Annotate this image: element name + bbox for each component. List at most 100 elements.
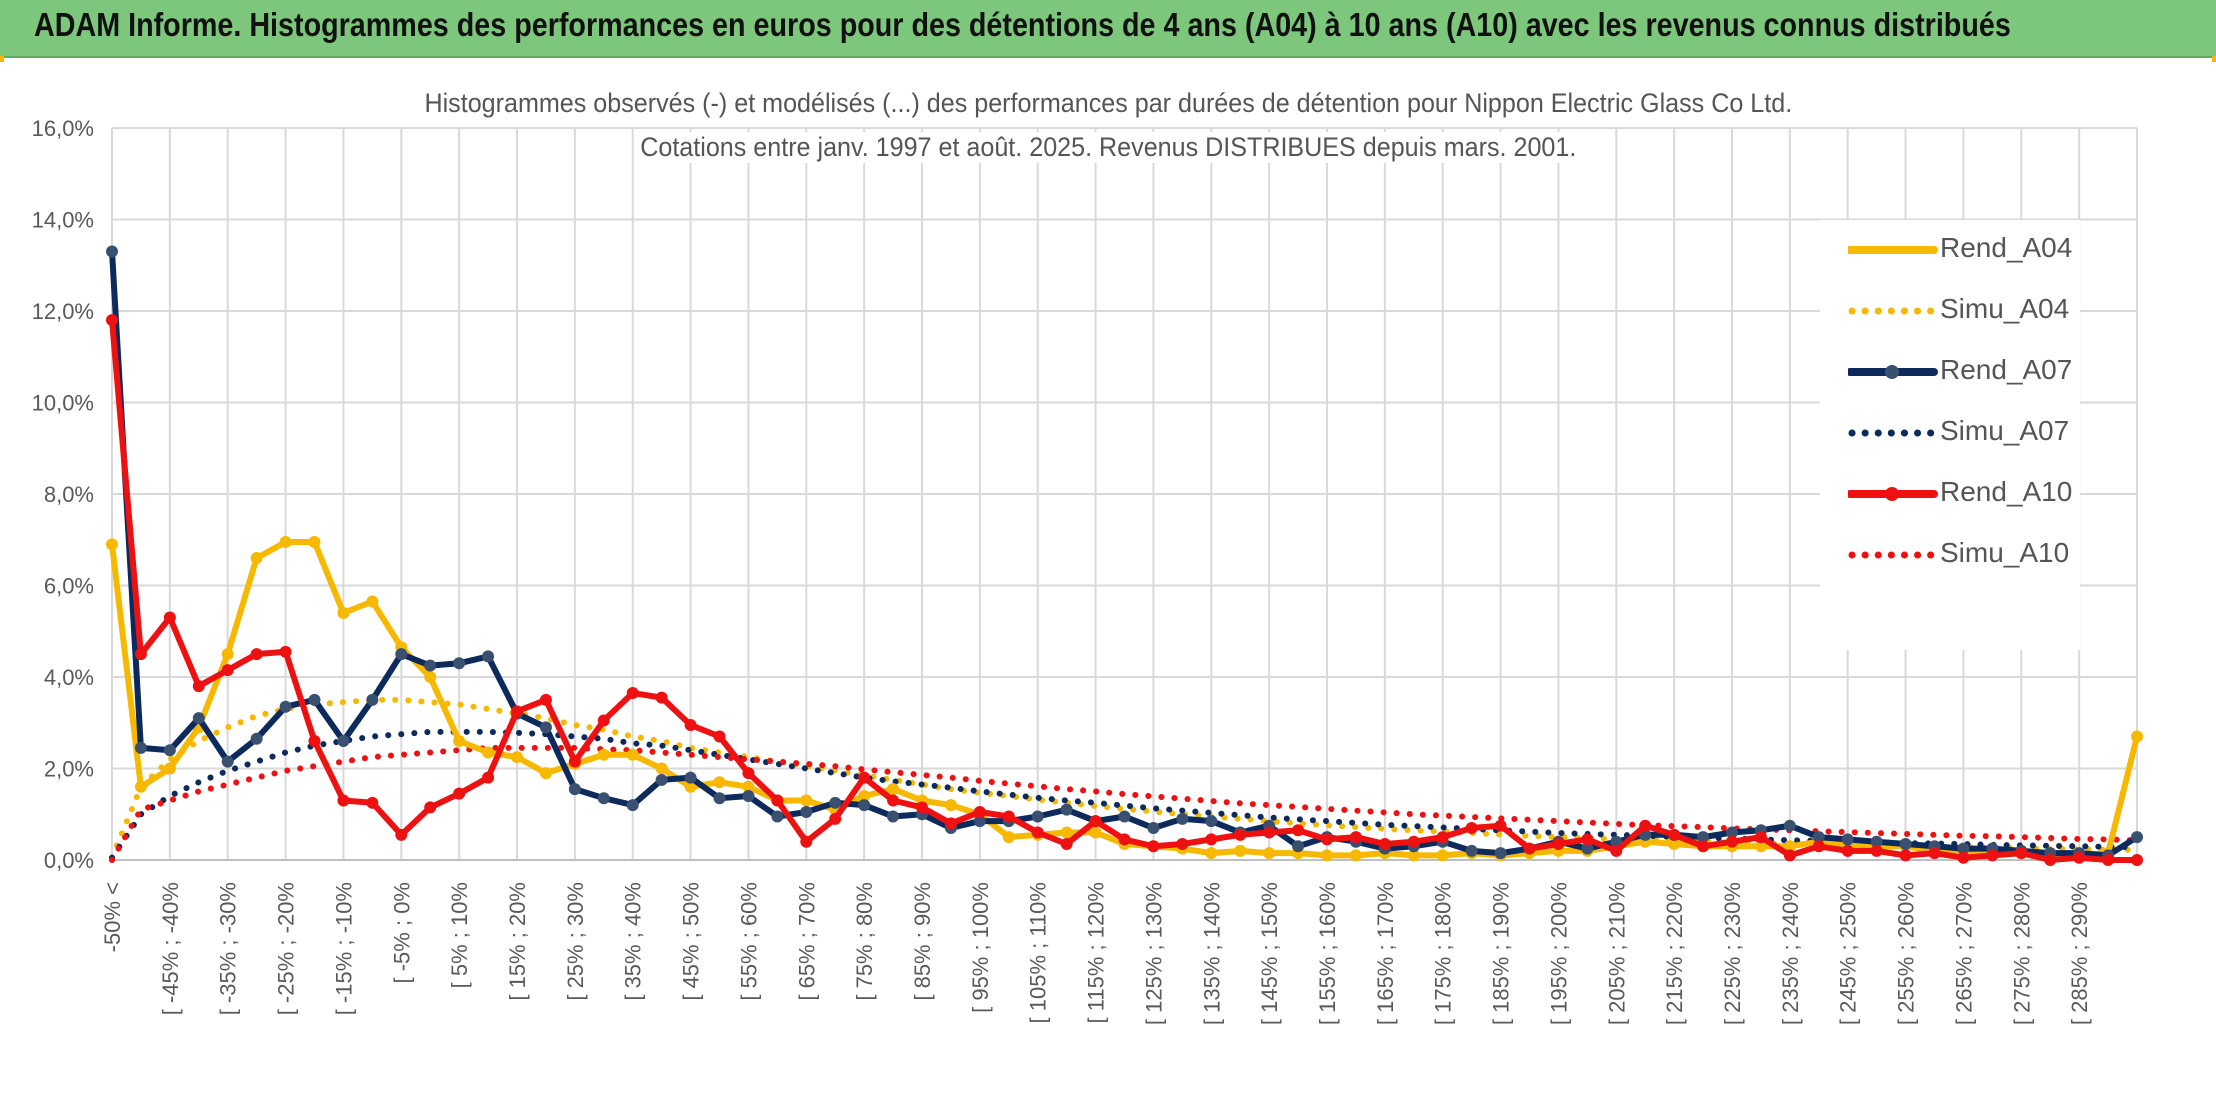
data-point-rend-a04 — [800, 794, 813, 807]
data-point-rend-a04 — [453, 735, 466, 748]
data-point-rend-a10 — [1349, 831, 1362, 844]
x-tick-label: [ 265% ; 270% — [1951, 882, 1976, 1025]
x-tick-label: [ 45% ; 50% — [679, 882, 704, 1001]
data-point-rend-a10 — [279, 645, 292, 658]
data-point-rend-a04 — [655, 762, 668, 775]
data-point-rend-a07 — [1494, 847, 1507, 860]
data-point-rend-a04 — [944, 799, 957, 812]
data-point-rend-a07 — [163, 744, 176, 757]
data-point-rend-a10 — [221, 664, 234, 677]
data-point-rend-a10 — [395, 828, 408, 841]
data-point-rend-a07 — [308, 693, 321, 706]
data-point-rend-a07 — [771, 810, 784, 823]
data-point-rend-a10 — [1783, 849, 1796, 862]
data-point-rend-a10 — [453, 787, 466, 800]
x-tick-label: [ -35% ; -30% — [216, 882, 241, 1015]
data-point-rend-a04 — [858, 789, 871, 802]
data-point-rend-a10 — [1118, 833, 1131, 846]
data-point-rend-a10 — [829, 812, 842, 825]
x-tick-label: [ 225% ; 230% — [1720, 882, 1745, 1025]
data-point-rend-a10 — [1002, 810, 1015, 823]
x-tick-label: [ 105% ; 110% — [1026, 882, 1051, 1023]
data-point-rend-a07 — [1841, 833, 1854, 846]
data-point-rend-a07 — [395, 648, 408, 661]
y-tick-label: 0,0% — [44, 848, 94, 873]
report-title: ADAM Informe. Histogrammes des performan… — [34, 6, 2011, 43]
data-point-rend-a07 — [973, 815, 986, 828]
data-point-rend-a07 — [1465, 844, 1478, 857]
x-tick-label: [ 15% ; 20% — [505, 882, 530, 1001]
x-tick-label: [ 205% ; 210% — [1604, 882, 1629, 1025]
x-tick-label: [ 285% ; 290% — [2067, 882, 2092, 1025]
x-tick-label: [ -5% ; 0% — [389, 882, 414, 983]
data-point-rend-a10 — [250, 648, 263, 661]
data-point-rend-a10 — [742, 767, 755, 780]
data-point-rend-a07 — [1957, 842, 1970, 855]
data-point-rend-a04 — [597, 748, 610, 761]
data-point-rend-a07 — [684, 771, 697, 784]
legend-item-simu-a04: Simu_A04 — [1848, 291, 2088, 331]
data-point-rend-a10 — [482, 771, 495, 784]
data-point-rend-a07 — [279, 700, 292, 713]
data-point-rend-a07 — [829, 796, 842, 809]
data-point-rend-a10 — [858, 771, 871, 784]
data-point-rend-a07 — [655, 773, 668, 786]
data-point-rend-a04 — [163, 762, 176, 775]
data-point-rend-a07 — [1870, 835, 1883, 848]
data-point-rend-a04 — [221, 648, 234, 661]
data-point-rend-a10 — [1234, 828, 1247, 841]
legend-item-rend-a04: Rend_A04 — [1848, 230, 2088, 270]
legend-label-rend-a10: Rend_A10 — [1940, 476, 2073, 507]
data-point-rend-a07 — [1726, 826, 1738, 839]
data-point-rend-a10 — [539, 693, 552, 706]
data-point-rend-a04 — [250, 552, 263, 565]
data-point-rend-a10 — [192, 680, 205, 693]
legend-swatch-simu-a10 — [1848, 551, 1938, 559]
data-point-rend-a07 — [337, 735, 350, 748]
data-point-rend-a04 — [1668, 837, 1681, 850]
y-tick-label: 12,0% — [32, 299, 94, 324]
data-point-rend-a04 — [1436, 849, 1449, 862]
chart-legend: Rend_A04 Simu_A04 Rend_A07 Simu_A07 Rend… — [1820, 220, 2080, 650]
data-point-rend-a07 — [597, 792, 610, 805]
y-tick-label: 10,0% — [32, 391, 94, 416]
corner-accent-left — [0, 56, 4, 62]
x-tick-label: [ 275% ; 280% — [2009, 882, 2034, 1025]
data-point-rend-a10 — [1697, 840, 1710, 853]
series-line-simu-a07 — [109, 728, 2140, 861]
data-point-rend-a10 — [944, 817, 957, 830]
x-tick-label: [ 135% ; 140% — [1199, 882, 1224, 1025]
data-point-rend-a10 — [1031, 826, 1044, 839]
x-tick-label: [ 5% ; 10% — [447, 882, 472, 988]
data-point-rend-a07 — [366, 693, 379, 706]
y-tick-label: 4,0% — [44, 665, 94, 690]
data-point-rend-a07 — [1812, 831, 1825, 844]
data-point-rend-a10 — [424, 801, 437, 814]
data-point-rend-a07 — [453, 657, 466, 670]
data-point-rend-a10 — [1928, 847, 1941, 860]
x-tick-label: [ 185% ; 190% — [1489, 882, 1514, 1025]
data-point-rend-a07 — [1176, 812, 1189, 825]
histogram-chart: 0,0% 2,0% 4,0% 6,0% 8,0% 10,0% 12,0% 14,0% 16,0%… — [0, 58, 2216, 1102]
x-tick-label: [ -25% ; -20% — [274, 882, 299, 1015]
x-tick-label: [ 255% ; 260% — [1894, 882, 1919, 1025]
data-point-rend-a10 — [2102, 854, 2115, 866]
y-tick-label: 16,0% — [32, 116, 94, 141]
x-tick-label: [ 155% ; 160% — [1315, 882, 1340, 1025]
data-point-rend-a07 — [1205, 815, 1218, 828]
data-point-rend-a10 — [1436, 831, 1449, 844]
x-tick-label: [ 115% ; 120% — [1084, 882, 1109, 1023]
data-point-rend-a07 — [1697, 831, 1710, 844]
data-point-rend-a07 — [221, 755, 234, 768]
data-point-rend-a10 — [1841, 844, 1854, 857]
data-point-rend-a07 — [539, 721, 552, 734]
data-point-rend-a07 — [713, 792, 726, 805]
legend-label-simu-a04: Simu_A04 — [1940, 293, 2070, 324]
x-tick-label: -50% < — [100, 882, 125, 952]
data-point-rend-a07 — [134, 741, 147, 754]
y-tick-label: 2,0% — [44, 757, 94, 782]
data-point-rend-a04 — [742, 780, 755, 793]
data-point-rend-a10 — [1060, 837, 1073, 850]
data-point-rend-a04 — [1321, 849, 1333, 862]
legend-label-simu-a07: Simu_A07 — [1940, 415, 2070, 446]
